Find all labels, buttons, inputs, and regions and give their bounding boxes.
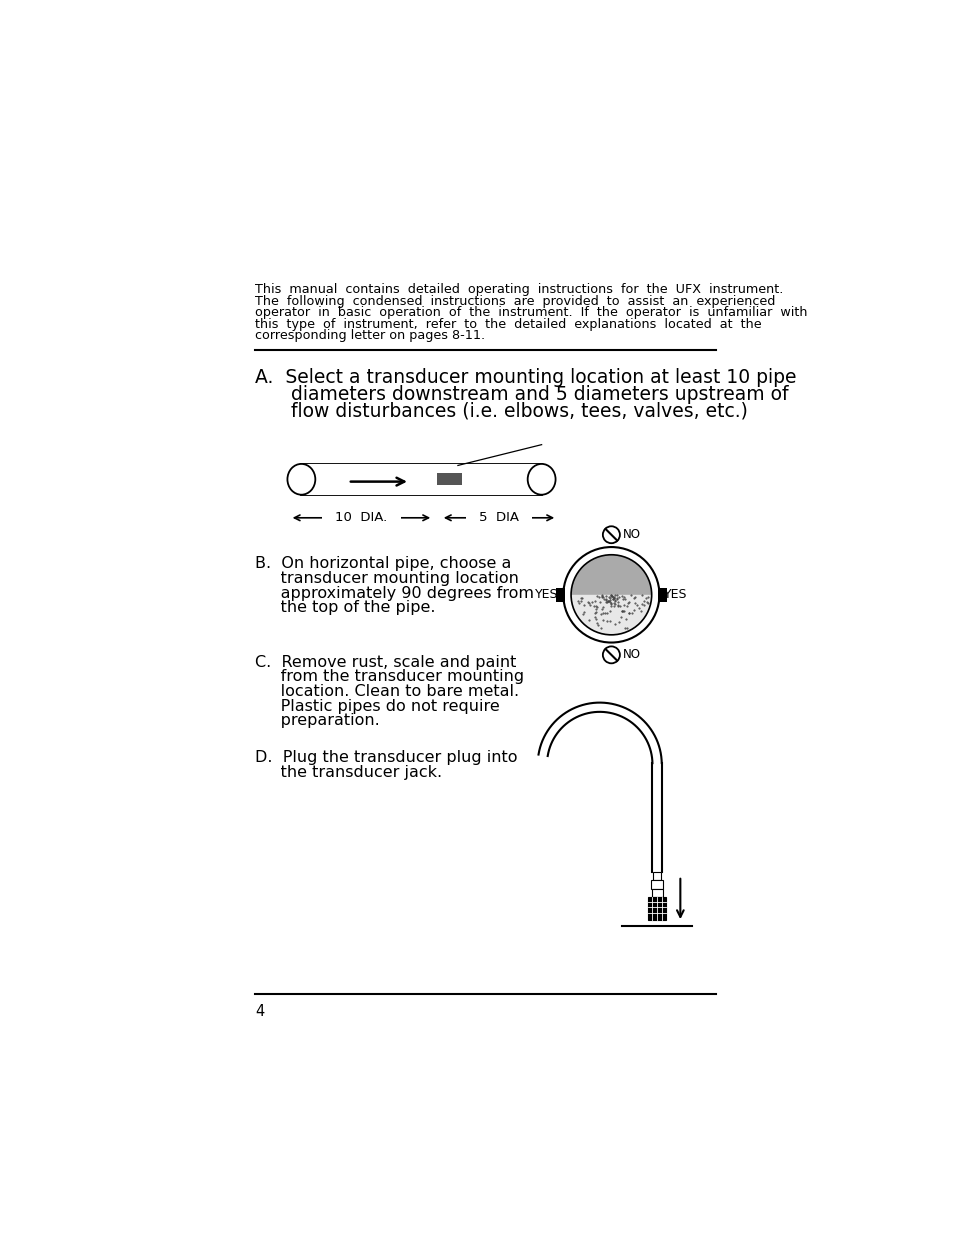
- Bar: [436, 473, 461, 485]
- Text: YES: YES: [663, 588, 687, 601]
- Bar: [653, 872, 660, 879]
- Text: diameters downstream and 5 diameters upstream of: diameters downstream and 5 diameters ups…: [254, 384, 787, 404]
- Text: C.  Remove rust, scale and paint: C. Remove rust, scale and paint: [254, 655, 516, 669]
- Bar: [651, 889, 661, 897]
- Bar: [555, 588, 564, 601]
- Text: A.  Select a transducer mounting location at least 10 pipe: A. Select a transducer mounting location…: [254, 368, 796, 387]
- Circle shape: [602, 526, 619, 543]
- Text: the top of the pipe.: the top of the pipe.: [254, 600, 435, 615]
- Ellipse shape: [287, 464, 315, 495]
- Text: location. Clean to bare metal.: location. Clean to bare metal.: [254, 684, 518, 699]
- Text: corresponding letter on pages 8-11.: corresponding letter on pages 8-11.: [254, 330, 484, 342]
- Text: This  manual  contains  detailed  operating  instructions  for  the  UFX  instru: This manual contains detailed operating …: [254, 283, 782, 296]
- Bar: [650, 879, 662, 889]
- Text: D.  Plug the transducer plug into: D. Plug the transducer plug into: [254, 751, 517, 766]
- Text: from the transducer mounting: from the transducer mounting: [254, 669, 523, 684]
- Bar: [647, 897, 666, 920]
- Text: operator  in  basic  operation  of  the  instrument.  If  the  operator  is  unf: operator in basic operation of the instr…: [254, 306, 806, 319]
- Text: the transducer jack.: the transducer jack.: [254, 764, 441, 781]
- Text: transducer mounting location: transducer mounting location: [254, 571, 518, 585]
- Text: this  type  of  instrument,  refer  to  the  detailed  explanations  located  at: this type of instrument, refer to the de…: [254, 317, 760, 331]
- Text: approximately 90 degrees from: approximately 90 degrees from: [254, 585, 534, 600]
- Bar: [658, 588, 666, 601]
- Bar: [301, 464, 541, 495]
- Text: 10  DIA.: 10 DIA.: [335, 511, 387, 525]
- Ellipse shape: [527, 464, 555, 495]
- Text: flow disturbances (i.e. elbows, tees, valves, etc.): flow disturbances (i.e. elbows, tees, va…: [254, 401, 747, 421]
- Circle shape: [602, 646, 619, 663]
- Circle shape: [562, 547, 659, 642]
- Text: NO: NO: [622, 648, 640, 662]
- Text: The  following  condensed  instructions  are  provided  to  assist  an  experien: The following condensed instructions are…: [254, 294, 775, 308]
- Text: YES: YES: [535, 588, 558, 601]
- Text: Plastic pipes do not require: Plastic pipes do not require: [254, 699, 499, 714]
- Text: 4: 4: [254, 1004, 264, 1019]
- Circle shape: [571, 555, 651, 635]
- Wedge shape: [571, 555, 651, 595]
- Text: 5  DIA: 5 DIA: [478, 511, 518, 525]
- Text: preparation.: preparation.: [254, 714, 379, 729]
- Text: B.  On horizontal pipe, choose a: B. On horizontal pipe, choose a: [254, 556, 511, 572]
- Text: NO: NO: [622, 529, 640, 541]
